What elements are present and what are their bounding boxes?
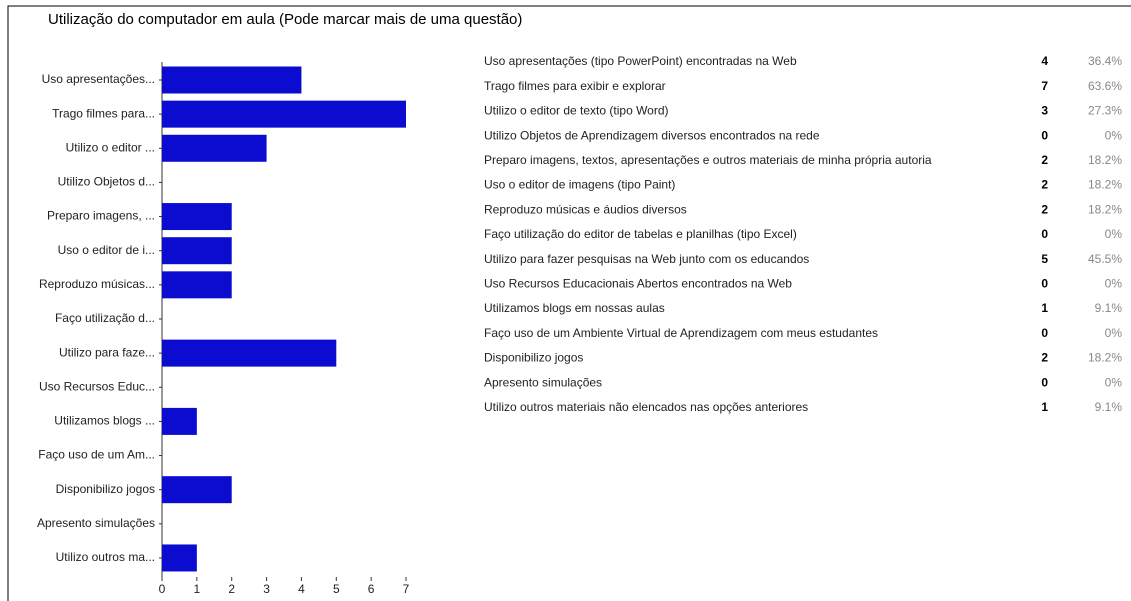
row-count: 1 [1041, 400, 1048, 414]
row-percent: 18.2% [1088, 178, 1122, 192]
row-percent: 0% [1105, 375, 1123, 389]
bar [162, 407, 197, 435]
y-tick-label: Utilizamos blogs ... [54, 414, 155, 428]
x-tick-label: 4 [298, 582, 305, 596]
y-tick-label: Utilizo outros ma... [56, 550, 155, 564]
y-tick-label: Utilizo o editor ... [66, 140, 155, 154]
frame [7, 5, 1131, 601]
y-tick-label: Apresento simulações [37, 516, 155, 530]
x-tick-label: 3 [263, 582, 270, 596]
y-tick-label: Uso apresentações... [42, 72, 155, 86]
row-count: 2 [1041, 178, 1048, 192]
row-label: Reproduzo músicas e áudios diversos [484, 202, 687, 216]
row-label: Utilizo o editor de texto (tipo Word) [484, 104, 669, 118]
row-label: Disponibilizo jogos [484, 351, 583, 365]
row-count: 4 [1041, 54, 1048, 68]
row-label: Utilizamos blogs em nossas aulas [484, 301, 665, 315]
row-count: 0 [1041, 326, 1048, 340]
row-label: Preparo imagens, textos, apresentações e… [484, 153, 932, 167]
row-label: Trago filmes para exibir e explorar [484, 79, 666, 93]
row-percent: 18.2% [1088, 153, 1122, 167]
y-tick-label: Utilizo para faze... [59, 345, 155, 359]
row-percent: 0% [1105, 276, 1123, 290]
row-count: 2 [1041, 153, 1048, 167]
row-percent: 18.2% [1088, 202, 1122, 216]
row-percent: 9.1% [1095, 400, 1123, 414]
row-percent: 0% [1105, 326, 1123, 340]
y-tick-label: Utilizo Objetos d... [58, 175, 155, 189]
row-label: Faço utilização do editor de tabelas e p… [484, 227, 797, 241]
row-label: Uso o editor de imagens (tipo Paint) [484, 178, 675, 192]
row-label: Utilizo Objetos de Aprendizagem diversos… [484, 128, 820, 142]
x-tick-label: 5 [333, 582, 340, 596]
row-count: 2 [1041, 351, 1048, 365]
bar [162, 271, 232, 299]
row-label: Apresento simulações [484, 375, 602, 389]
row-count: 0 [1041, 128, 1048, 142]
y-tick-label: Faço uso de um Am... [38, 448, 155, 462]
row-count: 1 [1041, 301, 1048, 315]
row-percent: 63.6% [1088, 79, 1122, 93]
row-percent: 27.3% [1088, 104, 1122, 118]
x-tick-label: 1 [194, 582, 201, 596]
bar [162, 66, 302, 94]
bar [162, 134, 267, 162]
row-label: Utilizo outros materiais não elencados n… [484, 400, 808, 414]
y-tick-label: Faço utilização d... [55, 311, 155, 325]
x-tick-label: 0 [159, 582, 166, 596]
title: Utilização do computador em aula (Pode m… [48, 11, 522, 28]
row-percent: 36.4% [1088, 54, 1122, 68]
row-count: 0 [1041, 276, 1048, 290]
bar [162, 100, 406, 128]
row-label: Utilizo para fazer pesquisas na Web junt… [484, 252, 809, 266]
x-tick-label: 2 [228, 582, 235, 596]
row-percent: 45.5% [1088, 252, 1122, 266]
row-count: 2 [1041, 202, 1048, 216]
y-tick-label: Trago filmes para... [52, 106, 155, 120]
row-percent: 0% [1105, 227, 1123, 241]
row-label: Uso Recursos Educacionais Abertos encont… [484, 276, 792, 290]
y-tick-label: Uso Recursos Educ... [39, 379, 155, 393]
y-tick-label: Reproduzo músicas... [39, 277, 155, 291]
bar [162, 544, 197, 572]
row-count: 0 [1041, 227, 1048, 241]
bar [162, 476, 232, 504]
row-percent: 0% [1105, 128, 1123, 142]
bar [162, 203, 232, 231]
bar [162, 339, 337, 367]
row-count: 7 [1041, 79, 1048, 93]
row-count: 3 [1041, 104, 1048, 118]
x-tick-label: 6 [368, 582, 375, 596]
y-tick-label: Uso o editor de i... [58, 243, 155, 257]
row-count: 0 [1041, 375, 1048, 389]
x-tick-label: 7 [403, 582, 410, 596]
row-label: Faço uso de um Ambiente Virtual de Apren… [484, 326, 878, 340]
y-tick-label: Preparo imagens, ... [47, 209, 155, 223]
row-percent: 18.2% [1088, 351, 1122, 365]
bar [162, 237, 232, 265]
row-percent: 9.1% [1095, 301, 1123, 315]
y-tick-label: Disponibilizo jogos [56, 482, 155, 496]
row-count: 5 [1041, 252, 1048, 266]
row-label: Uso apresentações (tipo PowerPoint) enco… [484, 54, 797, 68]
